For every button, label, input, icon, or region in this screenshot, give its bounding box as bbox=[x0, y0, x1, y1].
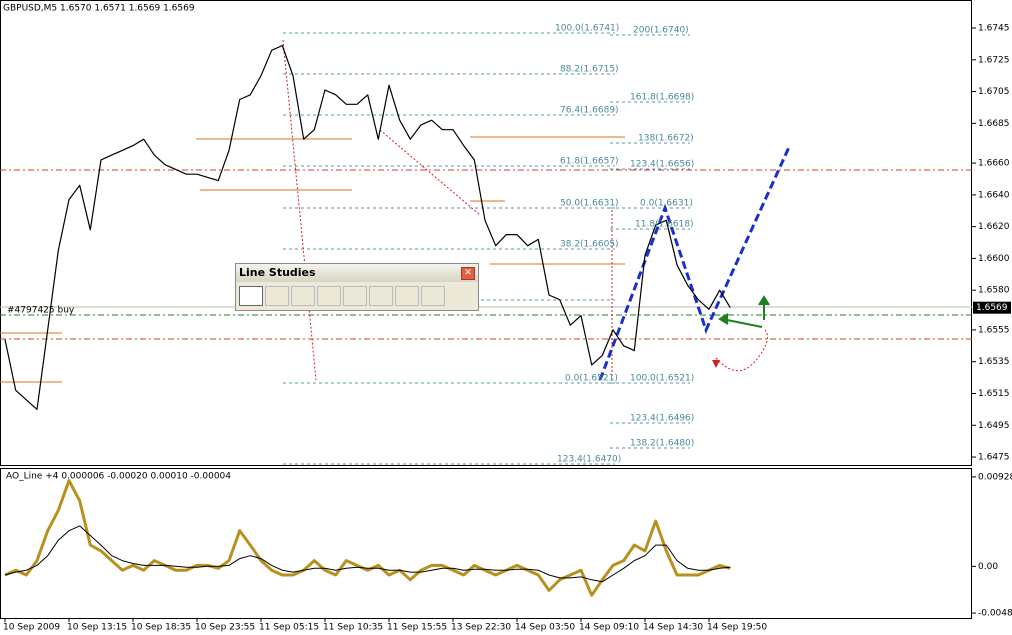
y-tick-label: 1.6705 bbox=[978, 87, 1010, 97]
series-line bbox=[4, 525, 731, 583]
x-tick-label: 14 Sep 19:50 bbox=[707, 623, 767, 633]
main-panel bbox=[0, 0, 972, 466]
fibo-label: 100.0(1.6521) bbox=[630, 374, 694, 384]
fibo-label: 76.4(1.6689) bbox=[560, 106, 619, 116]
line-studies-toolbar: Line Studies ✕ bbox=[235, 263, 479, 311]
y-tick-label: 1.6620 bbox=[978, 222, 1010, 232]
y-tick-label: 0.00928 bbox=[978, 472, 1012, 482]
order-label: #4797425 buy bbox=[7, 306, 75, 316]
fibo-label: 50.0(1.6631) bbox=[560, 199, 619, 209]
fibo-label: 100.0(1.6741) bbox=[555, 24, 619, 34]
x-tick-label: 14 Sep 14:30 bbox=[643, 623, 703, 633]
fibo-label: 161.8(1.6698) bbox=[630, 93, 694, 103]
fibo-label: 123.4(1.6470) bbox=[557, 455, 621, 465]
vertical-line-tool[interactable] bbox=[291, 286, 315, 306]
toolbar-title: Line Studies bbox=[236, 264, 478, 282]
y-tick-label: 1.6555 bbox=[978, 325, 1010, 335]
y-tick-label: 1.6745 bbox=[978, 24, 1010, 34]
channel-lines bbox=[598, 144, 792, 381]
indicator-panel bbox=[0, 468, 972, 619]
rectangle-tool[interactable] bbox=[395, 286, 419, 306]
x-tick-label: 14 Sep 03:50 bbox=[515, 623, 575, 633]
fibo-label: 123.4(1.6496) bbox=[630, 414, 694, 424]
orange-levels bbox=[0, 136, 625, 383]
y-tick-label: 1.6475 bbox=[978, 453, 1010, 463]
y-tick-label: 1.6600 bbox=[978, 254, 1010, 264]
y-tick-label: -0.00485 bbox=[978, 609, 1012, 619]
y-tick-label: 1.6495 bbox=[978, 421, 1010, 431]
fibo-label: 38.2(1.6605) bbox=[560, 240, 619, 250]
x-tick-label: 10 Sep 18:35 bbox=[131, 623, 191, 633]
y-tick-label: 1.6580 bbox=[978, 286, 1010, 296]
y-tick-label: 0.00 bbox=[978, 562, 998, 572]
horizontal-line-tool[interactable] bbox=[317, 286, 341, 306]
fibo-label: 123.4(1.6656) bbox=[630, 160, 694, 170]
x-tick-label: 14 Sep 09:10 bbox=[579, 623, 639, 633]
price-box bbox=[973, 301, 1011, 314]
chart-title: GBPUSD,M5 1.6570 1.6571 1.6569 1.6569 bbox=[3, 4, 195, 14]
y-tick-label: 1.6660 bbox=[978, 159, 1010, 169]
fibo-label: 138(1.6672) bbox=[638, 134, 694, 144]
x-tick-label: 10 Sep 2009 bbox=[3, 623, 60, 633]
fibo-label: 0.0(1.6631) bbox=[640, 199, 693, 209]
x-tick-label: 11 Sep 05:15 bbox=[259, 623, 319, 633]
x-tick-label: 11 Sep 15:55 bbox=[387, 623, 447, 633]
y-tick-label: 1.6640 bbox=[978, 190, 1010, 200]
toolbar-buttons bbox=[236, 282, 478, 310]
arrows bbox=[718, 295, 770, 328]
series-line bbox=[4, 44, 731, 410]
close-button[interactable]: ✕ bbox=[461, 267, 475, 280]
y-tick-label: 1.6685 bbox=[978, 119, 1010, 129]
fibo-tool[interactable] bbox=[369, 286, 393, 306]
series-line bbox=[4, 479, 731, 597]
arrow-head bbox=[712, 360, 720, 368]
indicator-title: AO_Line +4 0.000006 -0.00020 0.00010 -0.… bbox=[6, 472, 231, 482]
fibo-label: 11.8(1.6618) bbox=[635, 220, 694, 230]
x-tick-label: 10 Sep 23:55 bbox=[195, 623, 255, 633]
y-tick-label: 1.6725 bbox=[978, 55, 1010, 65]
cursor-tool[interactable] bbox=[239, 286, 263, 306]
fibo-label: 88.2(1.6715) bbox=[560, 65, 619, 75]
y-tick-label: 1.6515 bbox=[978, 389, 1010, 399]
fibo-label: 61.8(1.6657) bbox=[560, 157, 619, 167]
fibo-label: 0.0(1.6521) bbox=[565, 374, 618, 384]
fibo-label: 138.2(1.6480) bbox=[630, 439, 694, 449]
x-tick-label: 10 Sep 13:15 bbox=[67, 623, 127, 633]
price-label: 1.6569 bbox=[976, 303, 1008, 313]
more-tool[interactable] bbox=[421, 286, 445, 306]
fibo-label: 200(1.6740) bbox=[633, 26, 689, 36]
x-tick-label: 13 Sep 22:30 bbox=[451, 623, 511, 633]
trendline-tool[interactable] bbox=[343, 286, 367, 306]
fibo-levels bbox=[283, 32, 690, 465]
x-tick-label: 11 Sep 10:35 bbox=[323, 623, 383, 633]
crosshair-tool[interactable] bbox=[265, 286, 289, 306]
y-tick-label: 1.6535 bbox=[978, 357, 1010, 367]
